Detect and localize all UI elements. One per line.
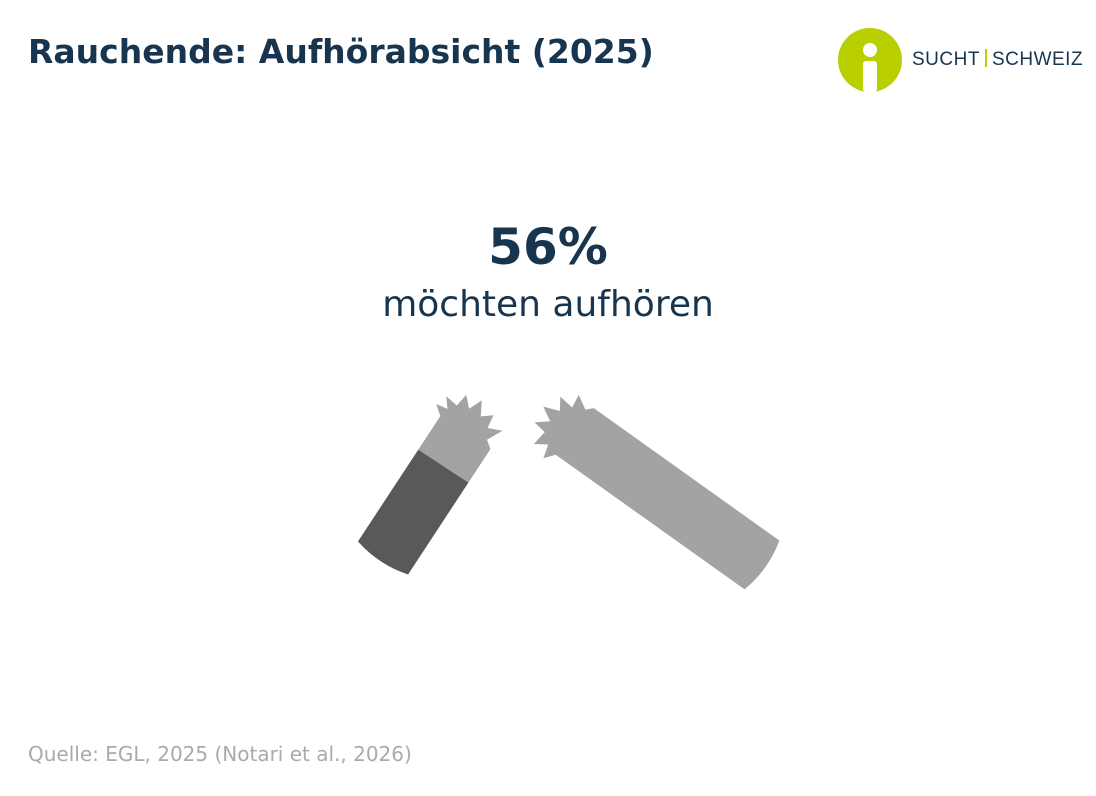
stat-label: möchten aufhören [382,284,714,325]
logo-text: SUCHT SCHWEIZ [912,49,1083,71]
logo-icon [838,28,902,92]
cigarette-left [357,394,503,575]
logo: SUCHT SCHWEIZ [838,28,1088,92]
cigarette-right [533,394,780,590]
stat-value: 56% [488,218,608,276]
logo-left: SUCHT [912,49,980,70]
source: Quelle: EGL, 2025 (Notari et al., 2026) [28,742,412,766]
logo-right: SCHWEIZ [991,49,1084,70]
title: Rauchende: Aufhörabsicht (2025) [28,32,654,71]
